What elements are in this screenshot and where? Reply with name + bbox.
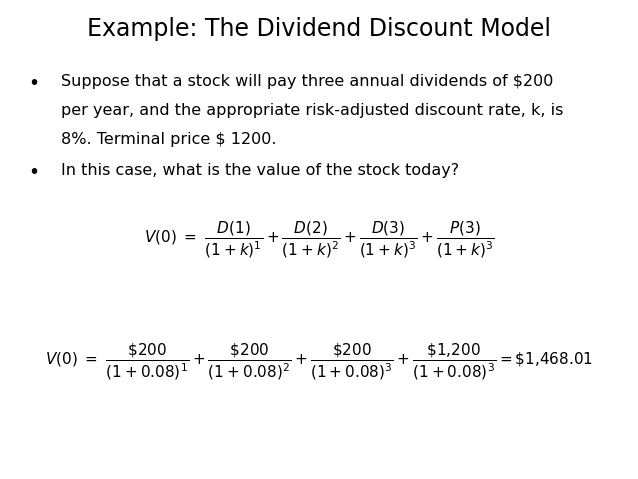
- Text: per year, and the appropriate risk-adjusted discount rate, k, is: per year, and the appropriate risk-adjus…: [61, 103, 563, 118]
- Text: Example: The Dividend Discount Model: Example: The Dividend Discount Model: [87, 17, 551, 41]
- Text: •: •: [29, 74, 40, 93]
- Text: Suppose that a stock will pay three annual dividends of $200: Suppose that a stock will pay three annu…: [61, 74, 553, 89]
- Text: In this case, what is the value of the stock today?: In this case, what is the value of the s…: [61, 163, 459, 178]
- Text: 8%. Terminal price $ 1200.: 8%. Terminal price $ 1200.: [61, 132, 276, 147]
- Text: $V(0)\ =\ \dfrac{\$200}{(1+0.08)^{1}} + \dfrac{\$200}{(1+0.08)^{2}} + \dfrac{\$2: $V(0)\ =\ \dfrac{\$200}{(1+0.08)^{1}} + …: [45, 342, 593, 382]
- Text: $V(0)\ =\ \dfrac{D(1)}{(1+k)^{1}} + \dfrac{D(2)}{(1+k)^{2}} + \dfrac{D(3)}{(1+k): $V(0)\ =\ \dfrac{D(1)}{(1+k)^{1}} + \dfr…: [144, 219, 494, 260]
- Text: •: •: [29, 163, 40, 182]
